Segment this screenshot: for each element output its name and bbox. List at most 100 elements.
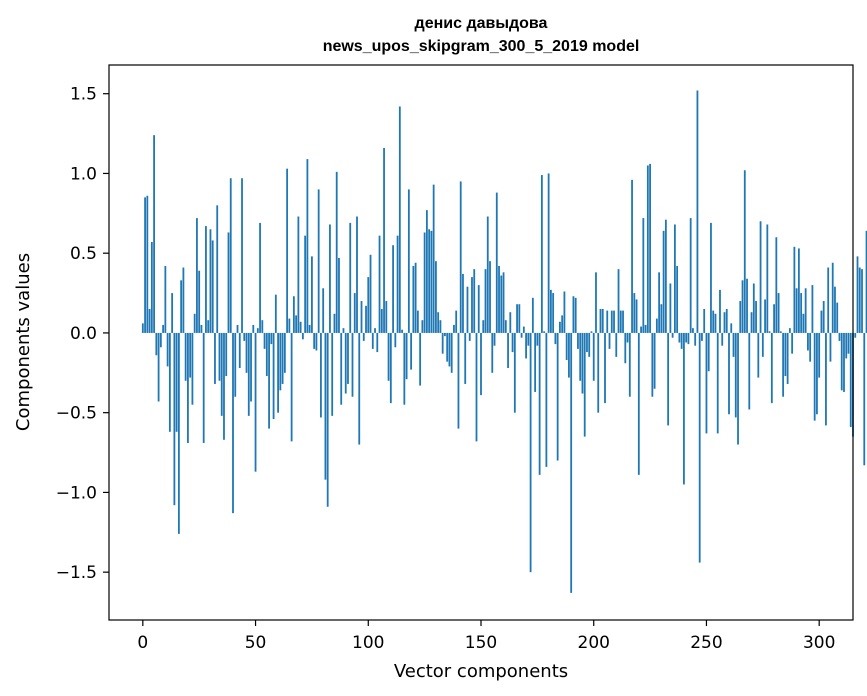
bar-95 [356, 216, 358, 333]
bar-265 [739, 301, 742, 333]
bar-188 [565, 332, 568, 361]
bar-177 [540, 175, 543, 333]
bar-249 [703, 309, 706, 333]
bar-54 [263, 332, 266, 349]
bar-36 [223, 332, 225, 440]
bar-237 [676, 265, 679, 333]
bar-290 [795, 288, 798, 333]
bar-77 [315, 332, 318, 351]
bar-206 [606, 310, 609, 333]
bar-47 [247, 332, 250, 416]
bar-13 [171, 293, 174, 333]
bar-236 [673, 224, 676, 333]
bar-120 [412, 265, 415, 333]
bar-31 [211, 240, 214, 333]
bar-139 [455, 310, 458, 333]
bar-168 [520, 332, 523, 338]
bar-9 [162, 324, 165, 333]
bar-235 [671, 332, 674, 338]
x-tick-label: 50 [245, 633, 267, 653]
bar-204 [601, 309, 604, 333]
bar-18 [182, 267, 185, 333]
bar-156 [493, 332, 496, 346]
bar-272 [755, 301, 757, 333]
bar-80 [322, 288, 325, 333]
bar-165 [513, 332, 516, 413]
bar-19 [184, 332, 187, 381]
bar-319 [861, 269, 863, 333]
bar-86 [335, 171, 338, 333]
bar-317 [856, 256, 859, 333]
bar-184 [556, 332, 559, 461]
y-tick-label: −1.5 [56, 563, 97, 583]
bar-257 [721, 332, 724, 346]
bar-201 [595, 272, 597, 333]
bar-256 [719, 289, 721, 333]
bar-229 [658, 272, 661, 333]
bar-210 [615, 332, 618, 357]
bar-109 [387, 332, 390, 381]
bar-68 [295, 315, 298, 333]
bar-94 [353, 293, 356, 333]
bar-45 [243, 332, 246, 341]
bar-297 [811, 285, 814, 333]
bar-132 [439, 320, 442, 333]
bar-5 [153, 135, 155, 333]
bar-7 [157, 332, 160, 402]
y-tick-label: 1.5 [70, 85, 97, 105]
bar-6 [155, 332, 158, 356]
bar-289 [793, 246, 796, 333]
bar-301 [820, 310, 823, 333]
bar-55 [265, 332, 268, 376]
bar-291 [797, 248, 800, 333]
bar-260 [728, 332, 730, 415]
bar-268 [746, 278, 748, 333]
bar-87 [338, 257, 340, 333]
bar-233 [667, 332, 670, 426]
bar-138 [453, 324, 455, 333]
bar-258 [723, 312, 726, 333]
bar-281 [775, 237, 778, 333]
bar-263 [734, 332, 737, 418]
x-axis-ticks: 0 50 100 150 200 250 300 [137, 620, 835, 653]
bar-248 [701, 332, 703, 341]
bar-100 [367, 277, 370, 333]
bar-228 [655, 318, 658, 333]
bar-74 [308, 324, 311, 333]
bar-15 [175, 332, 178, 432]
bar-312 [845, 332, 848, 359]
bar-191 [572, 296, 575, 333]
bar-314 [849, 332, 852, 428]
bar-205 [604, 332, 606, 404]
bar-10 [164, 265, 167, 333]
bar-129 [432, 184, 435, 333]
bar-161 [504, 320, 507, 333]
bar-246 [696, 90, 699, 333]
bar-101 [369, 254, 372, 333]
bar-217 [631, 179, 633, 333]
bar-225 [649, 163, 651, 333]
bar-27 [202, 332, 205, 443]
bar-284 [782, 332, 785, 397]
bar-40 [232, 332, 234, 514]
bar-186 [561, 315, 564, 333]
bar-11 [166, 332, 169, 367]
bar-12 [168, 332, 171, 432]
bar-107 [383, 147, 385, 333]
bar-195 [581, 332, 584, 394]
bar-149 [477, 285, 480, 333]
bar-29 [207, 320, 210, 333]
x-tick-label: 250 [690, 633, 722, 653]
bar-series [141, 90, 867, 593]
bar-270 [750, 312, 753, 333]
bar-261 [730, 323, 733, 333]
bar-2 [146, 195, 149, 333]
bar-277 [766, 224, 769, 333]
bar-151 [482, 320, 485, 333]
bar-269 [748, 332, 751, 410]
bar-174 [534, 332, 537, 392]
bar-208 [610, 310, 613, 333]
bar-145 [468, 332, 471, 341]
